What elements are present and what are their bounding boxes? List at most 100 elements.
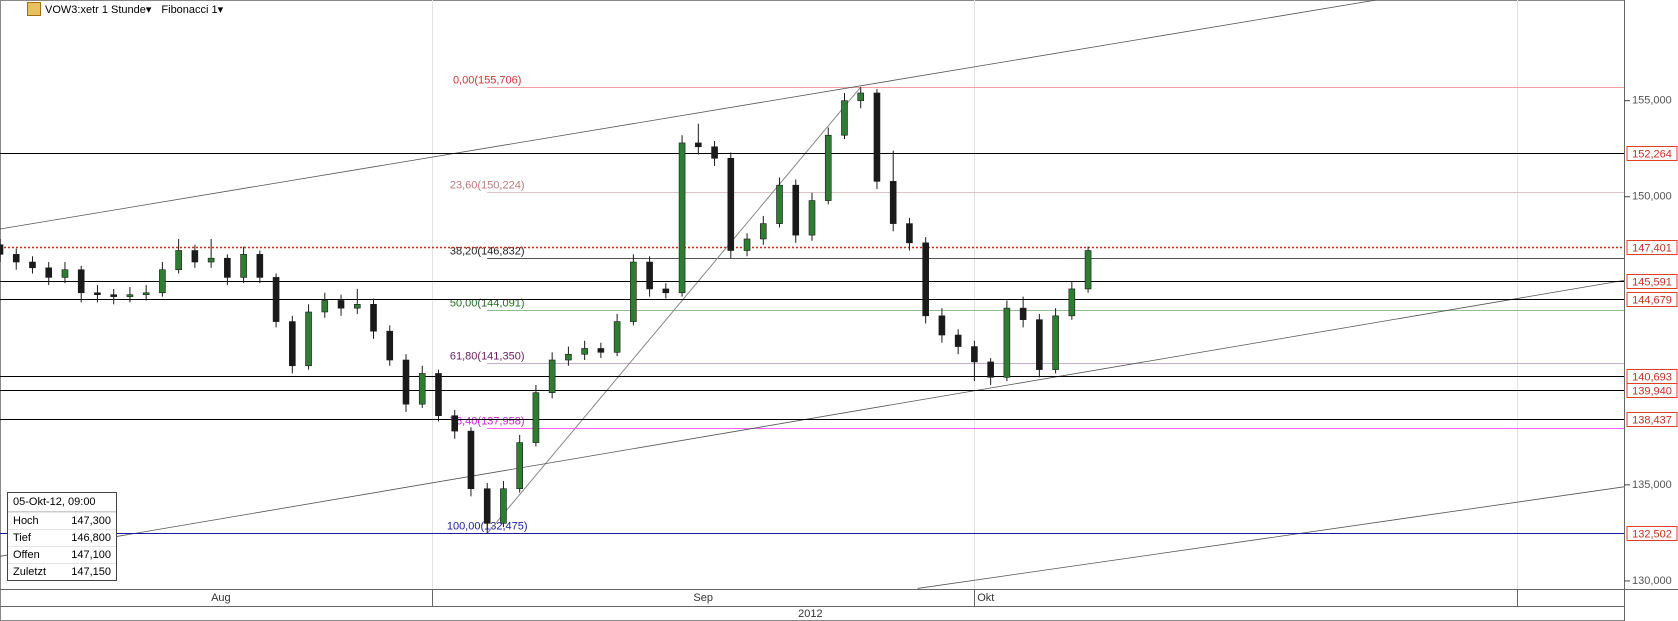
candle-body <box>1019 307 1027 320</box>
candle-body <box>240 254 247 278</box>
candle-body <box>824 134 832 201</box>
candle-body <box>353 303 361 309</box>
candle-body <box>646 261 653 290</box>
candle-body <box>808 200 816 236</box>
candle-body <box>321 300 329 313</box>
candle-body <box>305 311 312 367</box>
candle-body <box>142 292 150 295</box>
candle-body <box>224 257 231 278</box>
candle-body <box>175 250 182 271</box>
info-value: 147,100 <box>71 549 111 561</box>
info-row: Hoch 147,300 <box>8 512 116 529</box>
candle-body <box>191 250 199 263</box>
candle-body <box>289 321 296 367</box>
candle-body <box>776 184 783 224</box>
candle-body <box>516 442 523 490</box>
candle-body <box>971 346 978 363</box>
candle-body <box>906 223 913 244</box>
level-label-box <box>1626 274 1678 289</box>
fib-label: 61,80(141,350) <box>450 350 525 362</box>
fib-label: 38,20(146,832) <box>450 245 525 257</box>
candle-body <box>272 277 280 322</box>
level-label-box <box>1626 240 1678 255</box>
candle-body <box>337 300 345 309</box>
candle-body <box>126 294 134 297</box>
level-label-box <box>1626 146 1678 161</box>
info-row: Tief 146,800 <box>8 529 116 546</box>
candle-body <box>435 373 442 417</box>
level-label-box <box>1626 383 1678 398</box>
candle-body <box>597 348 605 353</box>
info-row: Offen 147,100 <box>8 546 116 563</box>
candle-body <box>792 184 800 236</box>
candle-body <box>256 254 264 278</box>
candle-body <box>451 415 459 432</box>
info-box: 05-Okt-12, 09:00 Hoch 147,300 Tief 146,800 O… <box>7 492 117 581</box>
info-key: Offen <box>13 549 40 561</box>
candle-body <box>45 267 53 278</box>
candle-body <box>938 315 946 336</box>
info-value: 147,150 <box>71 566 111 578</box>
info-value: 147,300 <box>71 515 111 527</box>
info-title: 05-Okt-12, 09:00 <box>8 493 116 512</box>
candle-body <box>1068 288 1076 317</box>
candle-body <box>873 92 881 182</box>
fib-label: 23,60(150,224) <box>450 179 525 191</box>
candle-body <box>29 261 36 269</box>
candle-body <box>110 294 117 297</box>
level-label: 140,693 <box>1632 371 1672 383</box>
info-key: Zuletzt <box>13 566 47 578</box>
info-key: Hoch <box>13 515 39 527</box>
level-label: 138,437 <box>1632 414 1672 426</box>
candle-body <box>467 430 475 490</box>
y-tick-label: 155,000 <box>1632 95 1672 107</box>
study[interactable]: Fibonacci 1▾ <box>161 3 224 16</box>
y-tick-label: 150,000 <box>1632 191 1672 203</box>
level-label: 144,679 <box>1632 294 1672 306</box>
candle-body <box>743 238 751 251</box>
candle-body <box>548 359 556 393</box>
candle-body <box>581 348 588 355</box>
candle-body <box>727 157 735 251</box>
symbol[interactable]: VOW3:xetr 1 Stunde▾ <box>45 3 152 16</box>
x-tick-label: Sep <box>693 592 713 604</box>
candle-body <box>207 257 215 263</box>
header: VOW3:xetr 1 Stunde▾ Fibonacci 1▾ <box>27 2 223 16</box>
candle-body <box>630 261 637 322</box>
trend-line <box>0 0 1376 230</box>
y-tick-label: 130,000 <box>1632 575 1672 587</box>
candle-body <box>402 359 410 405</box>
candle-body <box>483 488 491 524</box>
info-value: 146,800 <box>71 532 111 544</box>
candle-body <box>759 223 767 240</box>
level-label-box <box>1626 292 1678 307</box>
candle-body <box>613 321 621 353</box>
candle-body <box>857 92 865 101</box>
candle-body <box>500 488 507 524</box>
candle-body <box>418 373 426 405</box>
trend-line <box>917 486 1625 589</box>
candle-body <box>61 269 69 278</box>
x-tick-label: Okt <box>977 592 994 604</box>
y-tick-label: 135,000 <box>1632 479 1672 491</box>
level-label: 139,940 <box>1632 385 1672 397</box>
trend-line <box>0 279 1625 557</box>
level-label: 152,264 <box>1632 148 1672 160</box>
x-tick-label: Aug <box>211 592 231 604</box>
year-label: 2012 <box>798 608 822 620</box>
info-row: Zuletzt 147,150 <box>8 563 116 580</box>
candle-body <box>386 330 394 361</box>
level-label-box <box>1626 526 1678 541</box>
fib-label: 50,00(144,091) <box>450 297 525 309</box>
icon <box>27 2 41 16</box>
candle-body <box>1084 250 1092 290</box>
candle-body <box>159 269 166 294</box>
candle-body <box>711 146 718 159</box>
candle-body <box>662 288 670 294</box>
candle-body <box>889 181 897 224</box>
fib-label: 0,00(155,706) <box>453 74 522 86</box>
candle-body <box>77 269 85 294</box>
level-label: 132,502 <box>1632 528 1672 540</box>
candle-body <box>954 334 962 347</box>
